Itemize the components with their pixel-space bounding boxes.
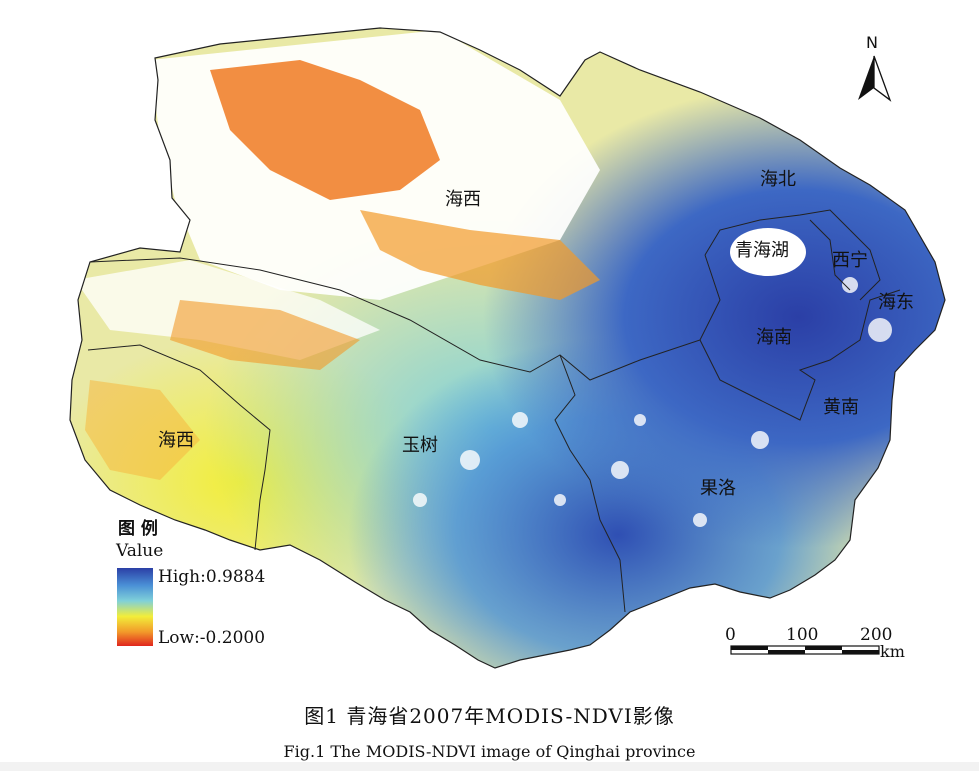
scale-tick-0: 0 (725, 625, 736, 645)
legend-high-label: High:0.9884 (158, 567, 265, 587)
legend: 图 例 Value High:0.9884 Low:-0.2000 (115, 518, 265, 648)
legend-title: 图 例 (118, 518, 158, 539)
ndvi-map: 海西 海西 玉树 果洛 海北 青海湖 西宁 海东 海南 黄南 N 图 例 Val… (69, 27, 946, 669)
label-yushu: 玉树 (402, 435, 438, 456)
svg-text:N: N (866, 33, 878, 52)
label-haixi-south: 海西 (158, 430, 194, 451)
scale-tick-200: 200 (860, 625, 892, 645)
legend-subtitle: Value (115, 541, 163, 561)
caption-english: Fig.1 The MODIS-NDVI image of Qinghai pr… (283, 742, 696, 761)
scale-unit: km (880, 642, 905, 661)
label-guoluo: 果洛 (700, 478, 736, 499)
label-hainan: 海南 (756, 327, 792, 348)
label-xining: 西宁 (832, 250, 868, 271)
legend-color-ramp (117, 568, 153, 646)
label-haibei: 海北 (760, 169, 796, 190)
legend-low-label: Low:-0.2000 (158, 628, 265, 648)
bottom-strip (0, 762, 979, 771)
label-qinghaihu: 青海湖 (735, 240, 789, 261)
scale-tick-100: 100 (786, 625, 818, 645)
label-huangnan: 黄南 (823, 397, 859, 418)
north-arrow-icon: N (858, 33, 892, 102)
scale-bar: 0 100 200 km (725, 625, 905, 661)
prefecture-boundaries (87, 209, 901, 613)
caption-chinese: 图1 青海省2007年MODIS-NDVI影像 (304, 704, 675, 728)
label-haixi-north: 海西 (445, 189, 481, 210)
label-haidong: 海东 (878, 292, 914, 313)
province-boundary (69, 27, 946, 669)
